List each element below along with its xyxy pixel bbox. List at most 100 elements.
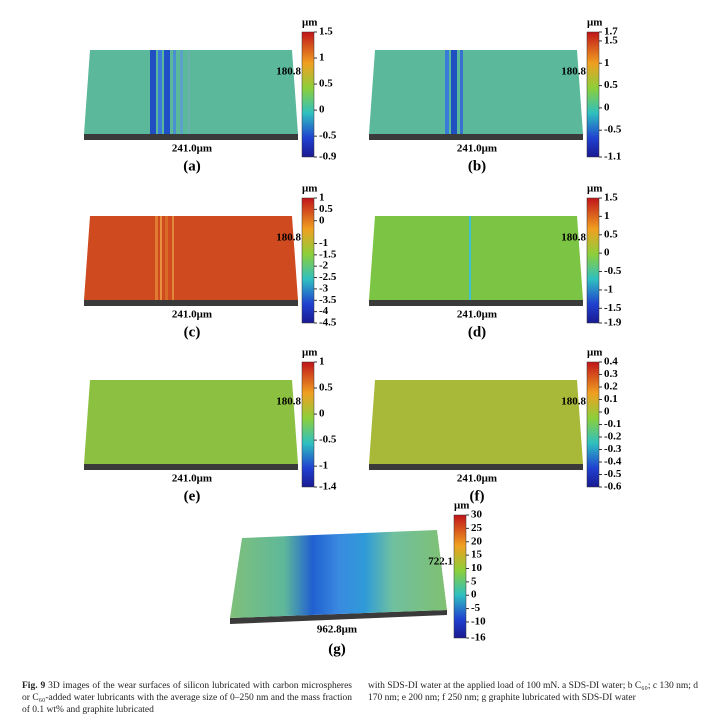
colorbar-tick-label: -3.5 (319, 294, 337, 306)
wear-track (150, 50, 156, 134)
colorbar-tick-label: -0.3 (604, 443, 622, 455)
wear-track (445, 50, 449, 134)
colorbar-tick-label: -1 (319, 460, 328, 472)
colorbar-unit: μm (302, 347, 317, 359)
surface-base (84, 464, 298, 470)
colorbar-tick-label: 25 (471, 522, 483, 534)
wear-track (460, 50, 463, 134)
colorbar-tick-label: 1 (604, 210, 610, 222)
surface-top (369, 380, 583, 464)
colorbar (301, 361, 315, 488)
colorbar-tick-label: -1 (604, 283, 613, 295)
colorbar-tick-label: -0.9 (319, 151, 337, 163)
colorbar-tick-label: 0 (319, 214, 325, 226)
colorbar-tick-label: -1.5 (604, 302, 622, 314)
wear-track (173, 50, 176, 134)
panel-letter: (e) (184, 488, 201, 504)
wear-track (158, 50, 162, 134)
width-label: 241.0μm (457, 473, 497, 485)
panel-letter: (c) (184, 324, 201, 340)
colorbar-tick-label: 1.7 (604, 26, 618, 38)
colorbar (453, 514, 467, 639)
colorbar-tick-label: 20 (471, 535, 483, 547)
colorbar-tick-label: 1 (319, 52, 325, 64)
surface-panel: μm1.5 1 0.5 0 -0.5 -0.9 180.8 241.0μm (a) (84, 17, 337, 174)
surface-top (84, 216, 298, 300)
colorbar-tick-label: 0 (604, 247, 610, 259)
colorbar (586, 31, 600, 158)
depth-label: 180.8 (276, 66, 301, 78)
panel-letter: (f) (470, 488, 485, 504)
wear-track (165, 216, 168, 300)
depth-label: 722.1 (428, 556, 453, 568)
colorbar-tick-label: 1 (319, 356, 325, 368)
surface-panel: μm1.5 1 0.5 0 -0.5 -1 -1.5 -1.9 180.8 241.0μm (d) (369, 183, 622, 340)
surface-top (84, 380, 298, 464)
colorbar-tick-label: -1 (319, 237, 328, 249)
caption-label: Fig. 9 (22, 681, 46, 691)
colorbar (301, 31, 315, 158)
colorbar-tick-label: -0.2 (604, 431, 622, 443)
surface-top (230, 530, 447, 618)
colorbar-tick-label: 1 (319, 192, 325, 204)
colorbar-unit: μm (587, 347, 602, 359)
colorbar-tick-label: 0.5 (319, 382, 333, 394)
colorbar-tick-label: 5 (471, 575, 477, 587)
wear-track (451, 50, 457, 134)
colorbar-tick-label: 1.5 (604, 192, 618, 204)
surface-panel: μm1.71.5 1 0.5 0 -0.5 -1.1 180.8 241.0μm (b) (369, 17, 622, 174)
surface-base (84, 134, 298, 140)
depth-label: 180.8 (276, 232, 301, 244)
surface-base (369, 300, 583, 306)
colorbar-tick-label: 0 (604, 101, 610, 113)
width-label: 241.0μm (457, 309, 497, 321)
colorbar-tick-label: -0.1 (604, 418, 621, 430)
wear-track (469, 216, 471, 300)
colorbar-tick-label: 30 (471, 509, 483, 521)
colorbar-tick-label: -2 (319, 260, 329, 272)
colorbar-tick-label: -1.1 (604, 151, 621, 163)
colorbar-tick-label: 0 (604, 406, 610, 418)
surface-top (369, 50, 583, 134)
colorbar-tick-label: -2.5 (319, 271, 337, 283)
colorbar-tick-label: 0.5 (319, 78, 333, 90)
depth-label: 180.8 (561, 66, 586, 78)
colorbar-tick-label: 10 (471, 562, 483, 574)
panel-letter: (b) (468, 158, 486, 174)
colorbar-tick-label: -4 (319, 305, 329, 317)
colorbar-tick-label: 0.5 (319, 203, 333, 215)
colorbar-tick-label: -0.5 (604, 468, 622, 480)
colorbar-tick-label: 0.5 (604, 79, 618, 91)
panel-letter: (d) (468, 324, 486, 340)
colorbar-tick-label: 0 (319, 104, 325, 116)
colorbar-tick-label: -0.5 (604, 265, 622, 277)
colorbar-tick-label: 1.5 (604, 34, 618, 46)
caption-right: with SDS-DI water at the applied load of… (368, 681, 698, 703)
surface-base (230, 610, 447, 624)
colorbar-tick-label: 0.5 (604, 228, 618, 240)
colorbar-tick-label: 1.5 (319, 26, 333, 38)
colorbar (586, 197, 600, 324)
panel-letter: (g) (328, 641, 346, 657)
depth-label: 180.8 (276, 396, 301, 408)
width-label: 962.8μm (317, 624, 357, 636)
colorbar-tick-label: 1 (604, 57, 610, 69)
surface-base (369, 134, 583, 140)
colorbar-tick-label: -1.9 (604, 317, 622, 329)
surface-top (369, 216, 583, 300)
colorbar-tick-label: 0.3 (604, 368, 618, 380)
colorbar-tick-label: -1.5 (319, 248, 337, 260)
width-label: 241.0μm (172, 309, 212, 321)
surface-base (369, 464, 583, 470)
wear-track (180, 50, 183, 134)
panel-letter: (a) (183, 158, 201, 174)
surface-top (84, 50, 298, 134)
colorbar-tick-label: 15 (471, 549, 483, 561)
colorbar-tick-label: -16 (471, 632, 486, 644)
width-label: 241.0μm (172, 473, 212, 485)
colorbar-tick-label: -0.5 (319, 434, 337, 446)
colorbar-unit: μm (587, 17, 602, 29)
